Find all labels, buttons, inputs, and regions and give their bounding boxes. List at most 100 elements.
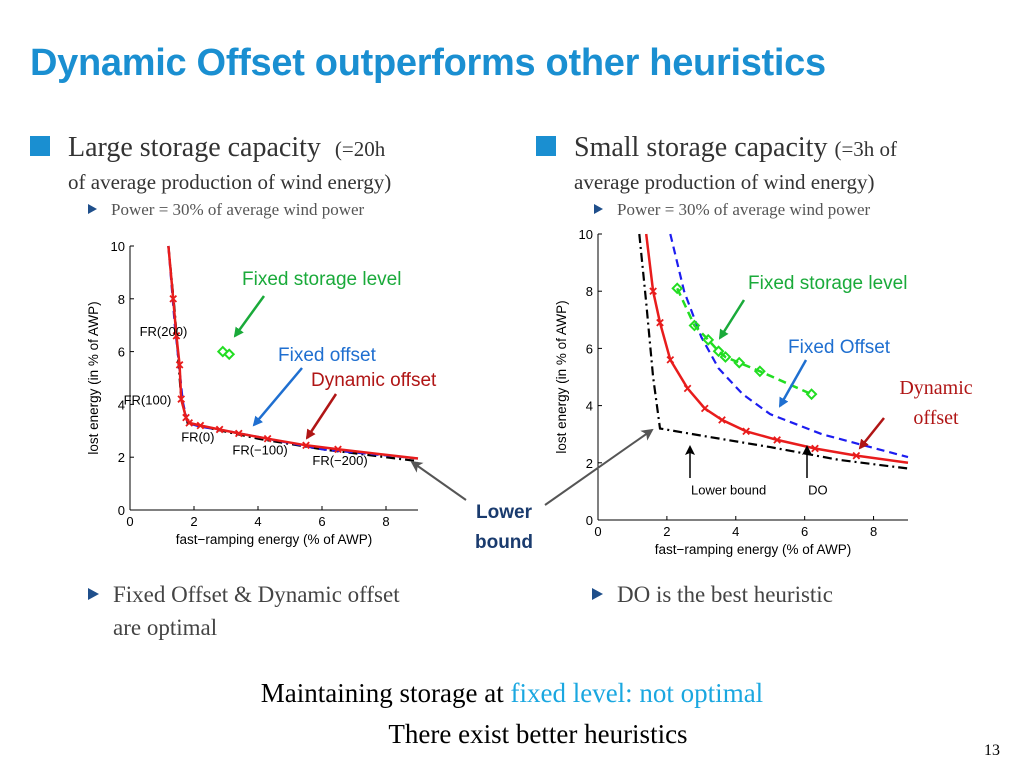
series-point-marker [688,319,701,332]
series-point-marker [666,356,675,364]
y-tick-label: 0 [118,503,125,518]
left-sub-bullet-text: Power = 30% of average wind power [111,200,365,219]
series-point-marker [742,427,750,436]
right-chart: 0 2 4 6 8 0 2 4 6 8 10 fast−ramping energy (% of AW… [554,227,909,557]
series-point-marker [700,404,709,413]
arrow-dynamic-offset-left [305,393,338,440]
right-bottom-bullet: DO is the best heuristic [592,578,833,611]
chart-annotation: Lower bound [691,482,766,497]
series-point-marker [805,388,818,401]
label-dynamic-offset-right-2: offset [913,407,959,429]
left-bottom-bullet-line1: Fixed Offset & Dynamic offset [113,582,400,607]
series-point-marker [649,287,657,296]
label-fixed-storage-right: Fixed storage level [748,273,907,294]
conclusion-prefix: Maintaining storage at [260,678,511,708]
x-axis-label: fast−ramping energy (% of AWP) [655,542,851,557]
x-tick-label: 8 [870,524,877,539]
chart-annotation: FR(−100) [232,443,287,458]
series-point-marker [177,395,186,403]
y-tick-label: 6 [586,341,593,356]
right-sub-bullet: Power = 30% of average wind power [594,200,870,220]
series-point-marker [263,434,272,443]
label-dynamic-offset-right: Dynamic [899,377,972,399]
y-tick-label: 8 [118,292,125,307]
triangle-bullet-icon [88,204,97,214]
y-tick-label: 2 [586,456,593,471]
right-heading-main: Small storage capacity [574,132,828,163]
series-point-marker [175,360,184,369]
y-axis-label: lost energy (in % of AWP) [86,301,101,454]
left-heading: Large storage capacity (=20h of average … [68,130,508,197]
series-line [167,245,419,460]
series-point-marker [719,351,732,363]
conclusion-line-1: Maintaining storage at fixed level: not … [0,678,1024,709]
series-point-marker [683,384,692,393]
series-line [669,233,909,459]
series-point-marker [718,416,726,424]
x-tick-label: 0 [594,524,601,539]
x-tick-label: 6 [318,514,325,529]
chart-annotation: FR(200) [140,324,188,339]
left-bottom-bullet-line2: are optimal [113,615,218,640]
series-point-marker [223,348,236,361]
y-tick-label: 4 [118,397,125,412]
y-tick-label: 6 [118,345,125,360]
x-tick-label: 0 [126,514,133,529]
x-tick-label: 4 [732,524,739,539]
bullet-square-icon [536,136,556,156]
plot-area [598,234,908,520]
series-point-marker [811,444,819,453]
y-tick-label: 0 [586,513,593,528]
chart-annotation: FR(100) [124,392,172,407]
y-tick-label: 2 [118,450,125,465]
chart-annotation: DO [808,482,828,497]
series-point-marker [169,294,178,303]
page-number: 13 [984,742,1000,759]
label-fixed-offset-right: Fixed Offset [788,337,891,358]
series-point-marker [712,345,725,358]
series-point-marker [733,356,746,369]
arrow-dynamic-offset-right [858,417,885,450]
left-sub-bullet: Power = 30% of average wind power [88,200,364,220]
series-point-marker [334,445,342,454]
series-point-marker [215,425,224,434]
chart-annotation: FR(−200) [312,453,367,468]
series-point-marker [702,333,715,346]
center-lower-bound-label: Lower [476,502,533,523]
arrow-fixed-storage-right [718,299,746,340]
chart-annotation: FR(0) [181,429,214,444]
left-bottom-bullet: Fixed Offset & Dynamic offset are optima… [88,578,400,644]
series-point-marker [852,451,861,460]
conclusion-highlight: fixed level: not optimal [510,678,764,708]
series-line [638,233,909,470]
label-dynamic-offset-left: Dynamic offset [311,370,437,391]
right-sub-bullet-text: Power = 30% of average wind power [617,200,871,219]
left-heading-paren: (=20h [334,137,386,161]
series-point-marker [234,429,243,438]
page-title: Dynamic Offset outperforms other heurist… [30,42,826,84]
conclusion-line2-text: There exist better heuristics [388,719,688,749]
y-tick-label: 8 [586,284,593,299]
y-tick-label: 10 [579,227,593,242]
triangle-bullet-icon [594,204,603,214]
arrow-lower-bound-right [544,428,654,506]
right-heading-sub: average production of wind energy) [574,170,875,194]
center-lower-bound-label-2: bound [475,532,533,553]
label-fixed-storage-left: Fixed storage level [242,269,401,290]
series-point-marker [773,436,781,444]
x-tick-label: 2 [190,514,197,529]
series-point-marker [216,345,229,358]
series-point-marker [656,318,664,327]
x-tick-label: 6 [801,524,808,539]
right-heading: Small storage capacity (=3h of average p… [574,130,1014,197]
triangle-bullet-icon [592,588,603,600]
y-tick-label: 4 [586,399,593,414]
label-fixed-offset-left: Fixed offset [278,345,377,366]
right-heading-paren: (=3h of [834,137,898,161]
left-heading-main: Large storage capacity [68,132,321,163]
series-point-marker [302,441,310,450]
plot-area [130,246,418,510]
series-point-marker [185,419,194,427]
series-point-marker [172,331,181,340]
y-axis-label: lost energy (in % of AWP) [554,300,569,453]
